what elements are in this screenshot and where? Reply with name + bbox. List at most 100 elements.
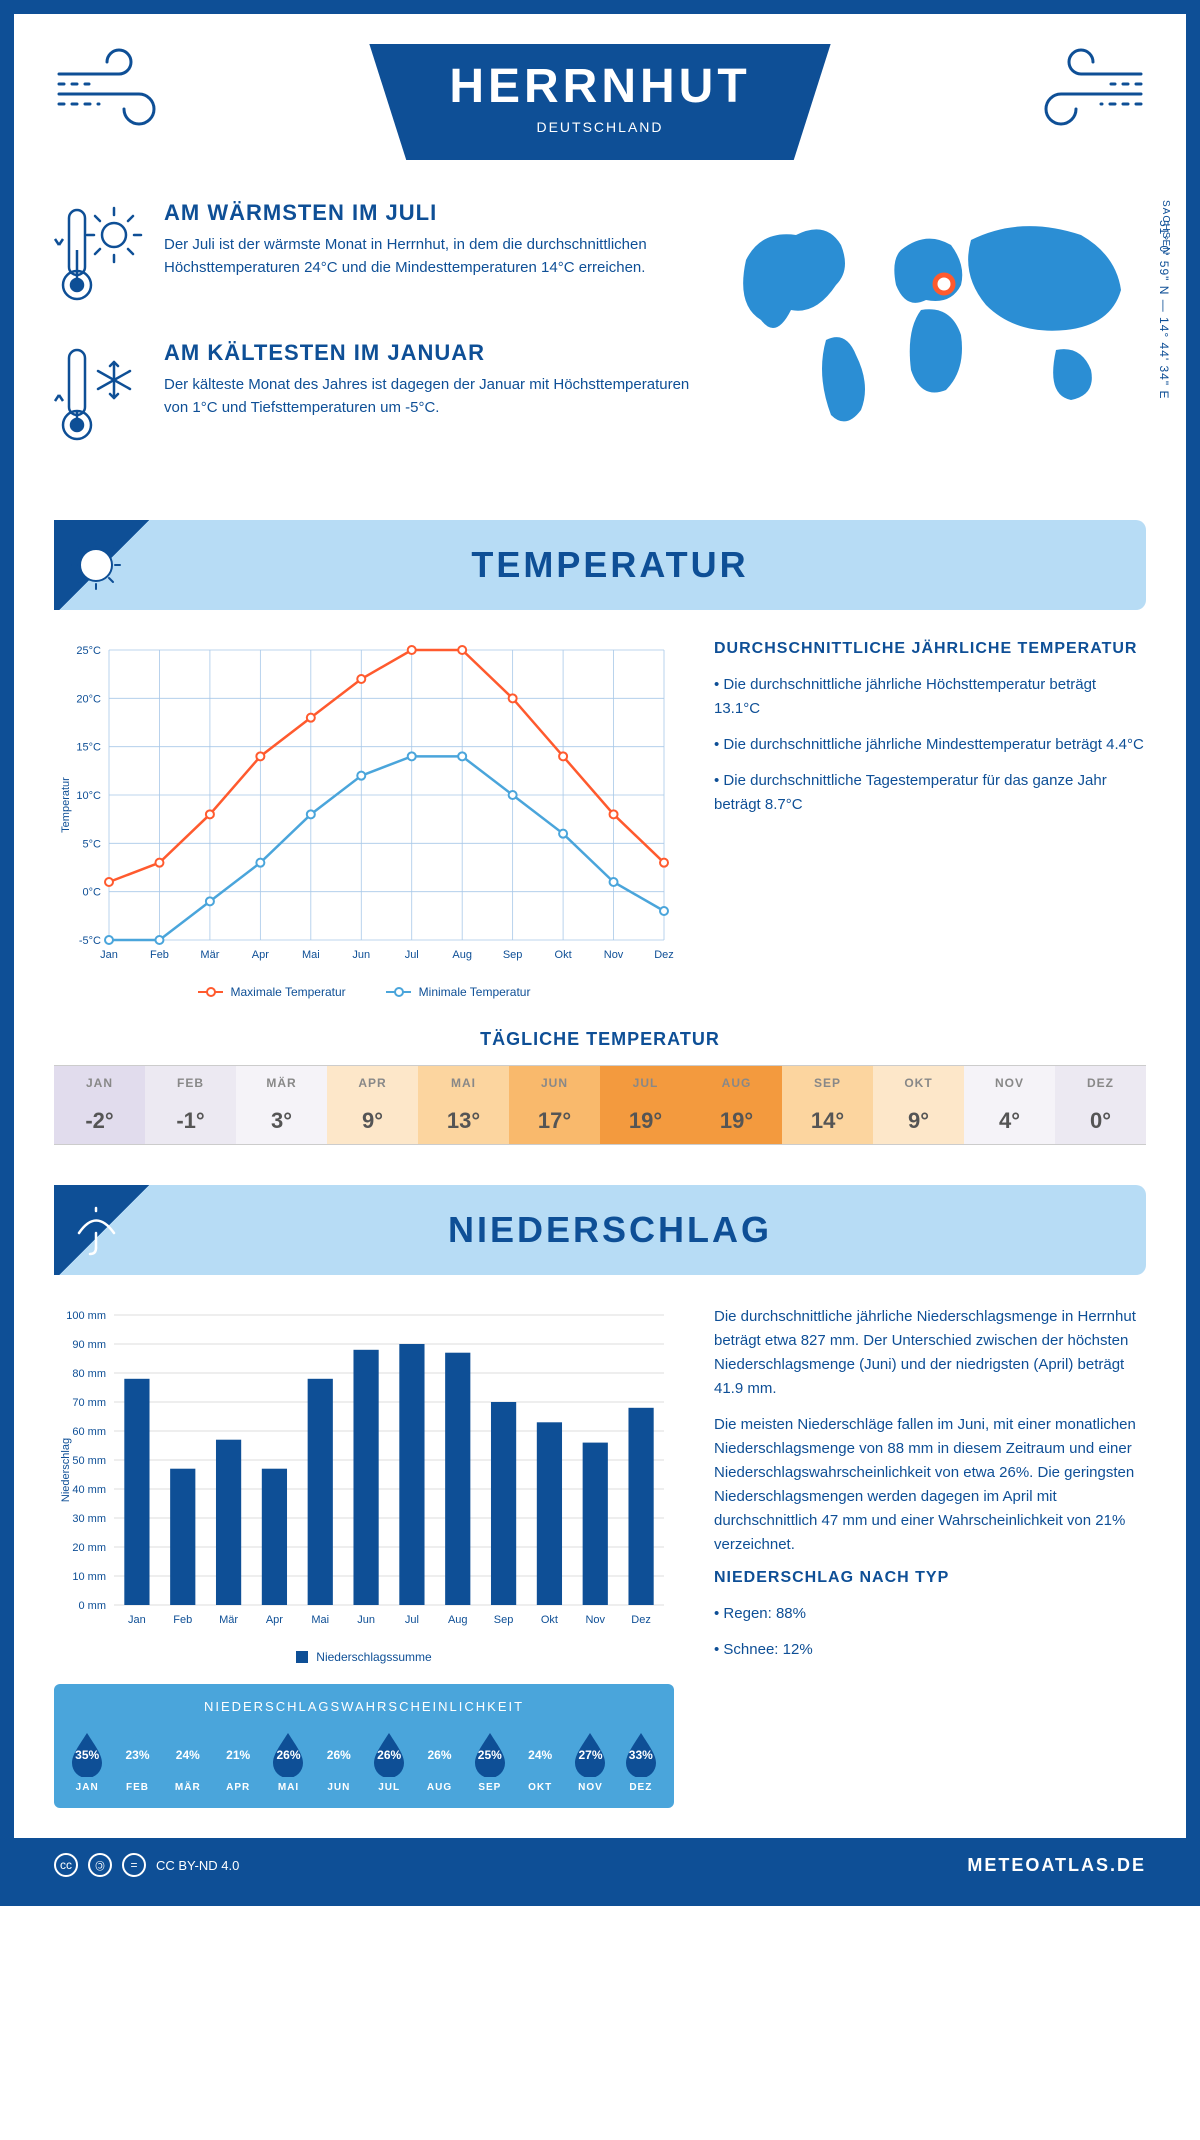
svg-text:25°C: 25°C [76, 645, 101, 657]
thermometer-snow-icon [54, 340, 144, 450]
svg-text:Jan: Jan [128, 1614, 146, 1626]
precip-description: Die durchschnittliche jährliche Niedersc… [714, 1305, 1146, 1808]
cold-block: AM KÄLTESTEN IM JANUAR Der kälteste Mona… [54, 340, 696, 450]
svg-text:Mai: Mai [302, 949, 320, 961]
warm-block: AM WÄRMSTEN IM JULI Der Juli ist der wär… [54, 200, 696, 310]
svg-text:Mai: Mai [311, 1614, 329, 1626]
header: HERRNHUT DEUTSCHLAND [54, 44, 1146, 160]
daily-temp-table: JAN-2°FEB-1°MÄR3°APR9°MAI13°JUN17°JUL19°… [54, 1065, 1146, 1145]
footer: cc 🄯 = CC BY-ND 4.0 METEOATLAS.DE [14, 1838, 1186, 1892]
svg-text:5°C: 5°C [83, 838, 102, 850]
temp-cell: NOV4° [964, 1066, 1055, 1144]
prob-cell: 26%JUN [316, 1729, 362, 1793]
wind-icon [1016, 44, 1146, 134]
temp-cell: MAI13° [418, 1066, 509, 1144]
prob-cell: 25%SEP [467, 1729, 513, 1793]
temp-cell: DEZ0° [1055, 1066, 1146, 1144]
precip-type-item: Schnee: 12% [714, 1638, 1146, 1662]
svg-text:90 mm: 90 mm [72, 1339, 106, 1351]
svg-text:15°C: 15°C [76, 742, 101, 754]
svg-text:Dez: Dez [631, 1614, 651, 1626]
svg-text:80 mm: 80 mm [72, 1368, 106, 1380]
svg-text:Jul: Jul [405, 1614, 419, 1626]
temp-desc-title: DURCHSCHNITTLICHE JÄHRLICHE TEMPERATUR [714, 640, 1146, 658]
svg-text:30 mm: 30 mm [72, 1513, 106, 1525]
prob-title: NIEDERSCHLAGSWAHRSCHEINLICHKEIT [64, 1699, 664, 1714]
precip-probability-box: NIEDERSCHLAGSWAHRSCHEINLICHKEIT 35%JAN23… [54, 1684, 674, 1808]
precipitation-bar-chart: 0 mm 10 mm 20 mm 30 mm 40 mm 50 mm 60 mm 70 mm 8… [54, 1305, 674, 1635]
temp-desc-item: Die durchschnittliche Tagestemperatur fü… [714, 769, 1146, 817]
svg-text:20°C: 20°C [76, 693, 101, 705]
cold-title: AM KÄLTESTEN IM JANUAR [164, 340, 696, 366]
coords-label: 51° 0' 59" N — 14° 44' 34" E [1157, 220, 1171, 399]
precip-p1: Die durchschnittliche jährliche Niedersc… [714, 1305, 1146, 1401]
svg-text:Apr: Apr [252, 949, 269, 961]
svg-text:Sep: Sep [503, 949, 523, 961]
precip-type-item: Regen: 88% [714, 1602, 1146, 1626]
svg-text:20 mm: 20 mm [72, 1542, 106, 1554]
svg-text:Mär: Mär [200, 949, 219, 961]
svg-text:60 mm: 60 mm [72, 1426, 106, 1438]
temp-cell: MÄR3° [236, 1066, 327, 1144]
temp-banner: TEMPERATUR [54, 520, 1146, 610]
temp-legend: .sw[style*='ff5a2e']::after{border-color… [54, 985, 674, 999]
cc-icon: cc [54, 1853, 78, 1877]
prob-cell: 23%FEB [114, 1729, 160, 1793]
prob-cell: 26%MAI [265, 1729, 311, 1793]
svg-text:10 mm: 10 mm [72, 1571, 106, 1583]
wind-icon [54, 44, 184, 134]
prob-cell: 24%MÄR [165, 1729, 211, 1793]
thermometer-sun-icon [54, 200, 144, 310]
prob-cell: 26%JUL [366, 1729, 412, 1793]
svg-text:Jun: Jun [357, 1614, 375, 1626]
precip-banner: NIEDERSCHLAG [54, 1185, 1146, 1275]
svg-text:Okt: Okt [541, 1614, 558, 1626]
svg-text:Sep: Sep [494, 1614, 514, 1626]
svg-text:10°C: 10°C [76, 790, 101, 802]
daily-temp-title: TÄGLICHE TEMPERATUR [54, 1029, 1146, 1050]
temp-cell: APR9° [327, 1066, 418, 1144]
svg-text:Temperatur: Temperatur [60, 777, 72, 833]
svg-text:-5°C: -5°C [79, 935, 101, 947]
svg-text:50 mm: 50 mm [72, 1455, 106, 1467]
svg-text:Jun: Jun [352, 949, 370, 961]
svg-text:0 mm: 0 mm [79, 1600, 107, 1612]
svg-text:70 mm: 70 mm [72, 1397, 106, 1409]
svg-text:Apr: Apr [266, 1614, 283, 1626]
temp-desc-item: Die durchschnittliche jährliche Höchstte… [714, 673, 1146, 721]
temp-cell: FEB-1° [145, 1066, 236, 1144]
nd-icon: = [122, 1853, 146, 1877]
svg-text:40 mm: 40 mm [72, 1484, 106, 1496]
prob-cell: 24%OKT [517, 1729, 563, 1793]
city-title: HERRNHUT [449, 59, 750, 114]
prob-cell: 33%DEZ [618, 1729, 664, 1793]
temp-section-title: TEMPERATUR [154, 544, 1066, 586]
svg-text:Aug: Aug [452, 949, 472, 961]
precip-type-title: NIEDERSCHLAG NACH TYP [714, 1569, 1146, 1587]
warm-text: Der Juli ist der wärmste Monat in Herrnh… [164, 234, 696, 279]
temp-description: DURCHSCHNITTLICHE JÄHRLICHE TEMPERATUR D… [714, 640, 1146, 999]
temperature-line-chart: -5°C0°C5°C10°C15°C20°C25°CJanFebMärAprMa… [54, 640, 674, 970]
warm-title: AM WÄRMSTEN IM JULI [164, 200, 696, 226]
svg-text:Nov: Nov [604, 949, 624, 961]
temp-cell: JUL19° [600, 1066, 691, 1144]
temp-cell: AUG19° [691, 1066, 782, 1144]
svg-text:Dez: Dez [654, 949, 674, 961]
prob-cell: 27%NOV [567, 1729, 613, 1793]
svg-text:100 mm: 100 mm [66, 1310, 106, 1322]
country-sub: DEUTSCHLAND [449, 119, 750, 135]
license-text: CC BY-ND 4.0 [156, 1858, 239, 1873]
svg-text:Aug: Aug [448, 1614, 468, 1626]
temp-cell: OKT9° [873, 1066, 964, 1144]
svg-text:0°C: 0°C [83, 887, 102, 899]
title-ribbon: HERRNHUT DEUTSCHLAND [369, 44, 830, 160]
temp-cell: JAN-2° [54, 1066, 145, 1144]
svg-text:Jan: Jan [100, 949, 118, 961]
sun-icon [69, 538, 124, 593]
temp-cell: SEP14° [782, 1066, 873, 1144]
svg-text:Jul: Jul [405, 949, 419, 961]
svg-text:Okt: Okt [555, 949, 572, 961]
precip-legend: Niederschlagssumme [54, 1650, 674, 1664]
site-name: METEOATLAS.DE [967, 1855, 1146, 1876]
temp-desc-item: Die durchschnittliche jährliche Mindestt… [714, 733, 1146, 757]
